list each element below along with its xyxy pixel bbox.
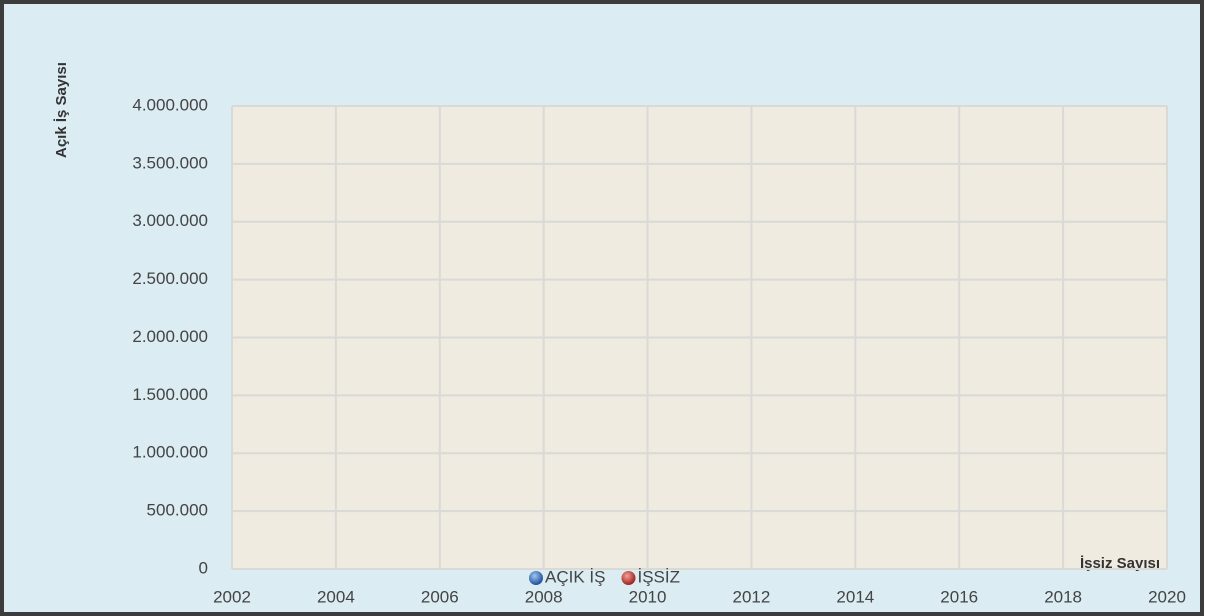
x-tick-label: 2004 — [317, 587, 355, 606]
x-tick-label: 2010 — [629, 587, 667, 606]
legend-marker — [621, 571, 636, 585]
x-tick-label: 2008 — [525, 587, 563, 606]
y-tick-label: 3.000.000 — [132, 211, 208, 230]
x-tick-label: 2020 — [1148, 587, 1186, 606]
x-tick-label: 2018 — [1044, 587, 1082, 606]
legend-marker — [529, 571, 543, 585]
y-tick-label: 1.500.000 — [132, 385, 208, 404]
y-tick-label: 0 — [199, 558, 208, 577]
y-tick-label: 4.000.000 — [132, 95, 208, 114]
y-tick-label: 2.500.000 — [132, 269, 208, 288]
x-tick-label: 2006 — [421, 587, 459, 606]
x-axis-title: İşsiz Sayısı — [1080, 555, 1160, 572]
y-tick-label: 1.000.000 — [132, 443, 208, 462]
x-tick-label: 2014 — [836, 587, 874, 606]
y-tick-label: 500.000 — [147, 501, 208, 520]
legend-label: İŞSİZ — [637, 567, 680, 586]
legend-label: AÇIK İŞ — [545, 567, 605, 586]
x-tick-label: 2012 — [733, 587, 771, 606]
x-tick-label: 2016 — [940, 587, 978, 606]
y-tick-label: 2.000.000 — [132, 327, 208, 346]
y-axis-title: Açık İş Sayısı — [53, 62, 70, 158]
x-tick-label: 2002 — [213, 587, 251, 606]
y-tick-label: 3.500.000 — [132, 153, 208, 172]
